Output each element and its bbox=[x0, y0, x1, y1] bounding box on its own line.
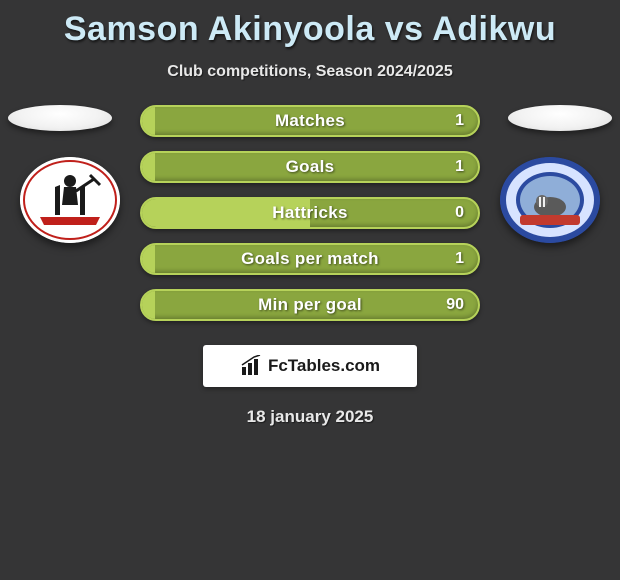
player-photo-placeholder-right bbox=[508, 105, 612, 131]
stat-right-value: 0 bbox=[455, 199, 464, 227]
stat-bar: Goals1 bbox=[140, 151, 480, 183]
page-title: Samson Akinyoola vs Adikwu bbox=[0, 0, 620, 49]
stat-bar: Hattricks0 bbox=[140, 197, 480, 229]
brand-box[interactable]: FcTables.com bbox=[203, 345, 417, 387]
stat-right-value: 1 bbox=[455, 107, 464, 135]
player-photo-placeholder-left bbox=[8, 105, 112, 131]
brand-text: FcTables.com bbox=[268, 356, 380, 376]
stat-right-value: 1 bbox=[455, 245, 464, 273]
date-text: 18 january 2025 bbox=[0, 407, 620, 427]
stat-label: Min per goal bbox=[142, 291, 478, 319]
stat-label: Goals per match bbox=[142, 245, 478, 273]
comparison-chart: Matches1Goals1Hattricks0Goals per match1… bbox=[0, 105, 620, 325]
stat-bar: Min per goal90 bbox=[140, 289, 480, 321]
stat-right-value: 90 bbox=[446, 291, 464, 319]
brand-chart-icon bbox=[240, 355, 262, 377]
stat-label: Matches bbox=[142, 107, 478, 135]
stat-right-value: 1 bbox=[455, 153, 464, 181]
bars-container: Matches1Goals1Hattricks0Goals per match1… bbox=[140, 105, 480, 335]
subtitle: Club competitions, Season 2024/2025 bbox=[0, 63, 620, 81]
stat-label: Goals bbox=[142, 153, 478, 181]
club-badge-right bbox=[500, 157, 600, 243]
stat-bar: Matches1 bbox=[140, 105, 480, 137]
stat-bar: Goals per match1 bbox=[140, 243, 480, 275]
stat-label: Hattricks bbox=[142, 199, 478, 227]
club-badge-left bbox=[20, 157, 120, 243]
